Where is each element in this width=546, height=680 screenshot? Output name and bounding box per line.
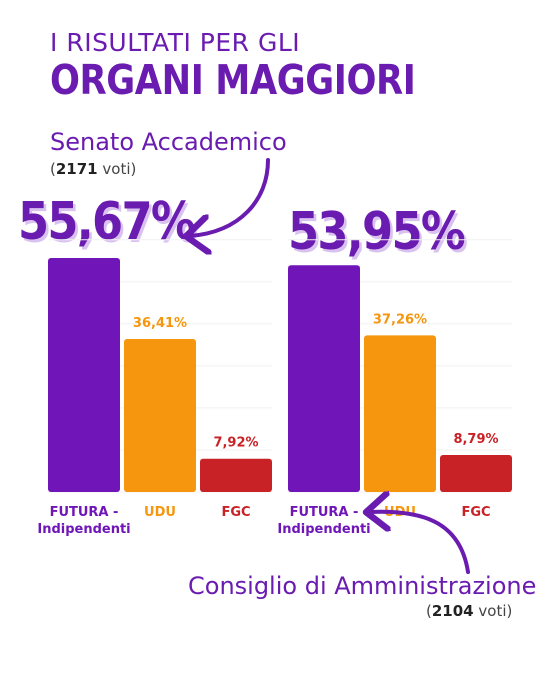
- page-title: ORGANI MAGGIORI: [50, 56, 416, 104]
- senato-category-label-2: FGC: [221, 505, 250, 520]
- consiglio-votes-word: voti: [478, 602, 507, 620]
- senato-headline-pct: 55,67%: [18, 192, 196, 252]
- senato-value-label-1: 36,41%: [133, 316, 187, 331]
- senato-category-label-0: FUTURA -Indipendenti: [37, 505, 130, 537]
- consiglio-category-label-0: FUTURA -Indipendenti: [277, 505, 370, 537]
- senato-chart: FUTURA -Indipendenti 36,41% UDU 7,92% FGC: [37, 239, 272, 537]
- senato-label: Senato Accademico: [50, 128, 287, 156]
- consiglio-headline-pct: 53,95%: [288, 202, 466, 262]
- page-subtitle: I RISULTATI PER GLI: [50, 28, 301, 57]
- senato-bar-0: [48, 258, 120, 492]
- consiglio-bar-2: [440, 455, 512, 492]
- senato-votes-word: voti: [102, 160, 131, 178]
- senato-bar-2: [200, 458, 272, 492]
- senato-votes: (2171 voti): [50, 160, 137, 178]
- senato-bar-1: [124, 338, 196, 492]
- consiglio-arrow-icon: [370, 512, 470, 574]
- consiglio-category-label-2: FGC: [461, 505, 490, 520]
- consiglio-value-label-1: 37,26%: [373, 312, 427, 327]
- consiglio-votes-count: 2104: [431, 602, 474, 620]
- consiglio-votes: (2104 voti): [426, 602, 513, 620]
- consiglio-bar-0: [288, 265, 360, 492]
- senato-value-label-2: 7,92%: [213, 436, 258, 451]
- senato-votes-count: 2171: [55, 160, 98, 178]
- senato-arrow-icon: [190, 158, 270, 236]
- senato-category-label-1: UDU: [144, 505, 176, 520]
- consiglio-label: Consiglio di Amministrazione: [188, 572, 537, 600]
- consiglio-bar-1: [364, 335, 436, 492]
- consiglio-value-label-2: 8,79%: [453, 432, 498, 447]
